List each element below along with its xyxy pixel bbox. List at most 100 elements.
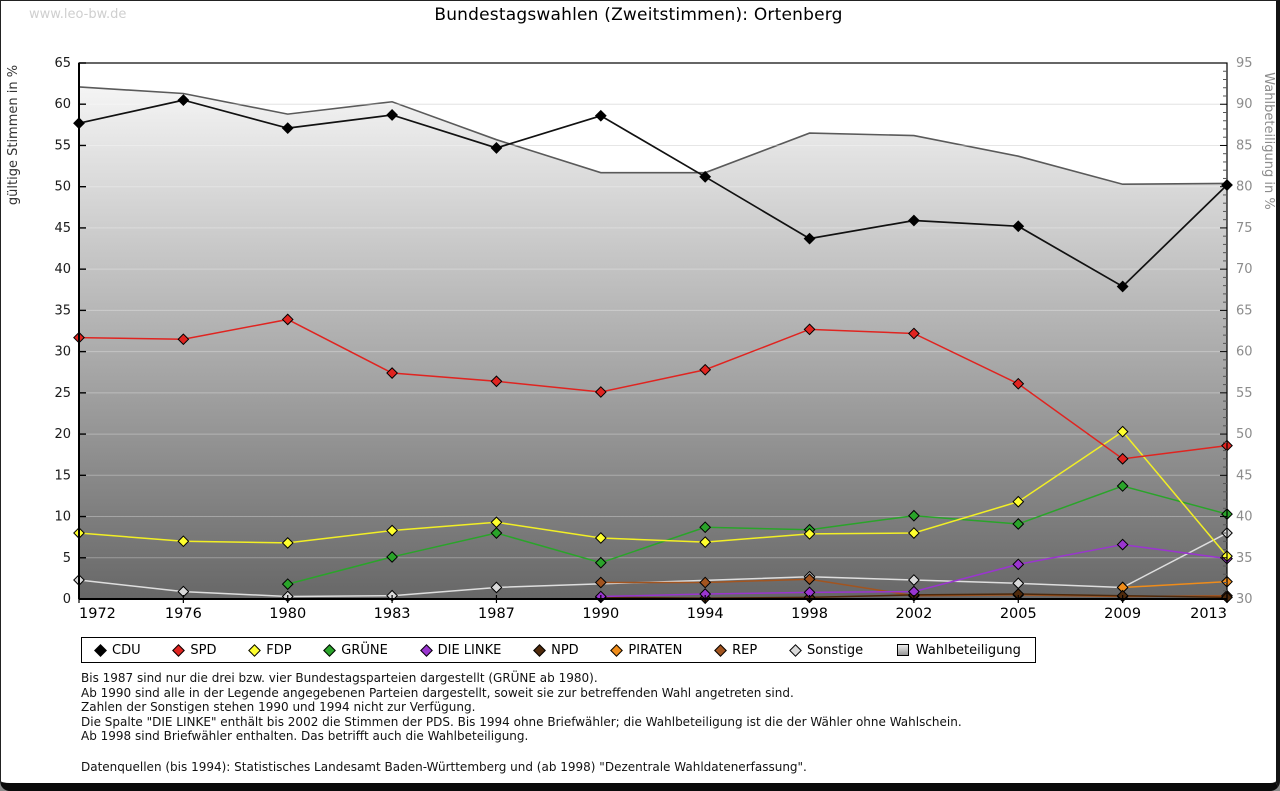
- legend-item-spd: SPD: [172, 642, 217, 658]
- data-point-SPD: [386, 367, 398, 379]
- x-tick-label: 2009: [1104, 606, 1141, 622]
- data-point-CDU: [177, 94, 190, 107]
- right-axis-title: Wahlbeteiligung in %: [1261, 72, 1276, 209]
- legend-diamond-marker: [789, 643, 802, 657]
- turnout-line: [78, 86, 1228, 186]
- legend-item-grüne: GRÜNE: [323, 643, 388, 658]
- legend-square-marker: [896, 644, 909, 656]
- x-tick-label: 1998: [791, 606, 828, 622]
- right-tick-label: 70: [1236, 262, 1253, 277]
- data-point-REP: [699, 576, 712, 589]
- page-title: Bundestagswahlen (Zweitstimmen): Ortenbe…: [434, 5, 843, 25]
- right-tick-label: 75: [1236, 221, 1253, 236]
- footnote-line: Die Spalte "DIE LINKE" enthält bis 2002 …: [81, 714, 962, 729]
- data-point-FDP: [386, 524, 398, 537]
- left-tick-label: 30: [54, 345, 71, 360]
- legend-diamond-marker: [714, 643, 727, 657]
- legend-diamond-marker: [533, 643, 546, 657]
- series-line-FDP: [78, 430, 1228, 557]
- watermark: www.leo-bw.de: [29, 7, 127, 22]
- x-tick-label: 1994: [687, 606, 724, 622]
- legend-label: DIE LINKE: [437, 642, 502, 658]
- legend-item-sonstige: Sonstige: [789, 643, 863, 658]
- data-point-CDU: [803, 232, 816, 245]
- data-point-Sonstige: [908, 574, 920, 586]
- x-tick-label: 1987: [478, 606, 515, 622]
- data-point-GRÜNE: [1012, 518, 1025, 530]
- x-tick-label: 2013: [1190, 606, 1227, 622]
- data-point-SPD: [699, 363, 712, 376]
- right-tick-label: 60: [1236, 345, 1253, 360]
- x-tick-label: 2005: [1000, 606, 1037, 622]
- data-point-DIE LINKE: [1012, 558, 1025, 571]
- data-point-GRÜNE: [1116, 480, 1129, 492]
- legend-item-fdp: FDP: [248, 643, 292, 658]
- data-point-CDU: [908, 214, 920, 227]
- legend-diamond-marker: [172, 643, 186, 657]
- footnote-line: Zahlen der Sonstigen stehen 1990 und 199…: [81, 700, 476, 715]
- chart-footnotes: Bis 1987 sind nur die drei bzw. vier Bun…: [81, 671, 962, 744]
- x-tick-label: 1980: [269, 606, 306, 622]
- right-tick-label: 80: [1236, 180, 1253, 195]
- legend-diamond-marker: [94, 643, 107, 657]
- legend-item-die-linke: DIE LINKE: [419, 642, 502, 658]
- left-tick-label: 55: [54, 138, 71, 153]
- data-point-SPD: [908, 327, 920, 340]
- x-tick-label: 1972: [79, 606, 116, 622]
- left-tick-label: 60: [54, 97, 71, 112]
- data-point-CDU: [594, 109, 607, 122]
- legend-item-rep: REP: [714, 642, 758, 658]
- right-tick-label: 95: [1236, 56, 1253, 71]
- legend-label: Wahlbeteiligung: [915, 642, 1021, 658]
- data-point-SPD: [281, 313, 294, 326]
- turnout-area: [79, 86, 1227, 600]
- right-tick-label: 35: [1236, 551, 1253, 566]
- election-chart: 0 5 10 15 20 25 30 35 40 45 50 55 60 65 30 35 40 45 50 55 60…: [6, 56, 1276, 622]
- series-line-GRÜNE: [287, 485, 1228, 585]
- data-point-FDP: [281, 537, 294, 549]
- x-tick-label: 1990: [582, 606, 619, 622]
- left-tick-label: 45: [54, 221, 71, 236]
- left-tick-label: 10: [54, 510, 71, 525]
- data-point-Sonstige: [490, 581, 503, 594]
- left-tick-label: 15: [54, 468, 71, 483]
- data-point-FDP: [803, 527, 816, 540]
- right-tick-label: 55: [1236, 386, 1253, 401]
- legend-item-piraten: PIRATEN: [610, 643, 682, 658]
- data-point-FDP: [1012, 495, 1025, 508]
- data-point-CDU: [386, 109, 398, 121]
- data-point-GRÜNE: [699, 521, 712, 534]
- data-point-CDU: [490, 142, 503, 154]
- series-line-CDU: [78, 99, 1228, 288]
- series-line-SPD: [78, 318, 1228, 460]
- data-point-SPD: [1116, 452, 1129, 465]
- left-tick-label: 65: [54, 56, 71, 71]
- data-point-SPD: [177, 333, 190, 346]
- left-tick-label: 0: [63, 592, 71, 607]
- data-point-CDU: [1116, 280, 1129, 293]
- left-axis-title: gültige Stimmen in %: [6, 65, 21, 205]
- legend-item-npd: NPD: [533, 642, 579, 658]
- data-point-SPD: [803, 323, 816, 336]
- legend-diamond-marker: [610, 643, 624, 657]
- data-point-FDP: [699, 536, 712, 549]
- data-point-CDU: [699, 170, 712, 183]
- data-point-REP: [594, 576, 607, 589]
- data-point-FDP: [908, 527, 920, 539]
- legend-diamond-marker: [419, 643, 433, 657]
- data-point-DIE LINKE: [1116, 538, 1129, 551]
- data-point-FDP: [490, 516, 503, 529]
- legend-label: NPD: [551, 642, 579, 658]
- left-tick-label: 35: [54, 303, 71, 318]
- footnote-line: Ab 1990 sind alle in der Legende angegeb…: [81, 685, 794, 700]
- left-tick-label: 25: [54, 386, 71, 401]
- legend-label: REP: [732, 642, 758, 658]
- data-point-FDP: [1116, 425, 1129, 438]
- data-point-FDP: [594, 532, 607, 544]
- left-tick-label: 40: [54, 262, 71, 277]
- legend-label: SPD: [190, 642, 217, 658]
- right-tick-label: 65: [1236, 303, 1253, 318]
- x-tick-label: 1983: [374, 606, 411, 622]
- data-point-GRÜNE: [386, 551, 398, 563]
